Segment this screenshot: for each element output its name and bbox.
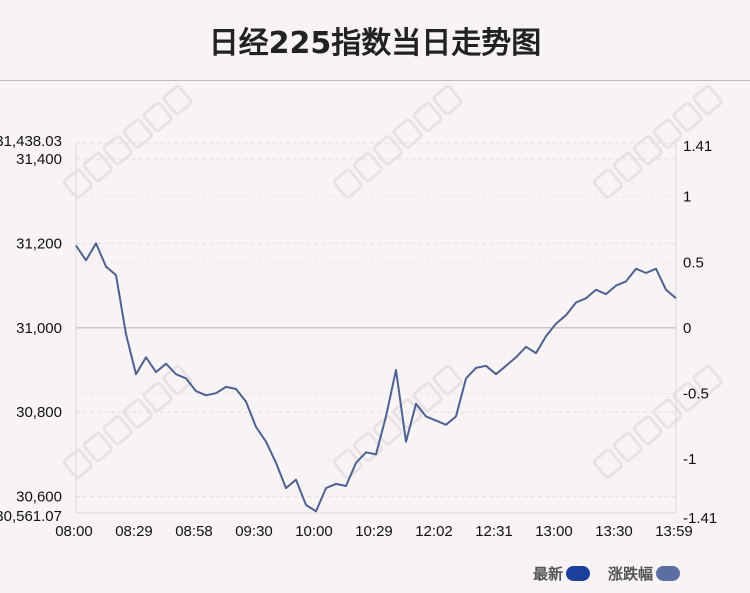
series-layer	[75, 242, 677, 513]
x-tick-label-3: 09:30	[235, 523, 273, 540]
x-tick-label-0: 08:00	[55, 523, 93, 540]
y-bottom-label: 30,561.07	[0, 508, 62, 525]
watermark-1	[332, 85, 463, 199]
right-tick-label-2: 0.5	[683, 254, 704, 271]
x-tick-label-2: 08:58	[175, 523, 213, 540]
gridlines	[76, 142, 676, 498]
left-axis-ticks: 31,400 31,200 31,000 30,800 30,600 31,438.03 3…	[0, 133, 62, 525]
y-tick-label-2: 31,000	[16, 320, 62, 337]
legend-swatch-latest	[566, 566, 591, 581]
right-tick-label-4: -0.5	[683, 385, 709, 402]
x-axis-ticks: 08:00 08:29 08:58 09:30 10:00 10:29 12:02 12:31…	[55, 523, 693, 540]
x-tick-label-7: 12:31	[475, 523, 513, 540]
title-divider	[0, 80, 750, 81]
x-tick-label-9: 13:30	[595, 523, 633, 540]
right-tick-label-0: 1.41	[683, 138, 712, 155]
y-tick-label-0: 31,400	[16, 151, 62, 168]
watermark-2	[592, 85, 723, 199]
right-axis-ticks: 1.41 1 0.5 0 -0.5 -1 -1.41	[683, 138, 717, 527]
legend: 最新 涨跌幅	[533, 563, 681, 584]
x-tick-label-6: 12:02	[415, 523, 453, 540]
legend-label-change: 涨跌幅	[608, 565, 654, 583]
right-tick-label-1: 1	[683, 189, 691, 206]
legend-swatch-change	[656, 566, 681, 581]
y-top-label: 31,438.03	[0, 133, 62, 150]
y-tick-label-1: 31,200	[16, 235, 62, 252]
axes	[75, 143, 677, 514]
chart-title: 日经225指数当日走势图	[208, 26, 542, 61]
x-tick-label-10: 13:59	[655, 523, 693, 540]
legend-label-latest: 最新	[533, 565, 564, 583]
right-tick-label-5: -1	[683, 451, 696, 468]
x-tick-label-1: 08:29	[115, 523, 153, 540]
watermark-3	[62, 365, 193, 479]
x-tick-label-8: 13:00	[535, 523, 573, 540]
watermark-5	[592, 365, 723, 479]
y-tick-label-4: 30,600	[16, 489, 62, 506]
x-tick-label-5: 10:29	[355, 523, 393, 540]
watermark-0	[62, 85, 193, 199]
right-tick-label-3: 0	[683, 320, 691, 337]
watermark-layer	[62, 85, 723, 479]
y-tick-label-3: 30,800	[16, 404, 62, 421]
series-line-latest	[75, 242, 677, 513]
right-tick-label-6: -1.41	[683, 510, 717, 527]
x-tick-label-4: 10:00	[295, 523, 333, 540]
